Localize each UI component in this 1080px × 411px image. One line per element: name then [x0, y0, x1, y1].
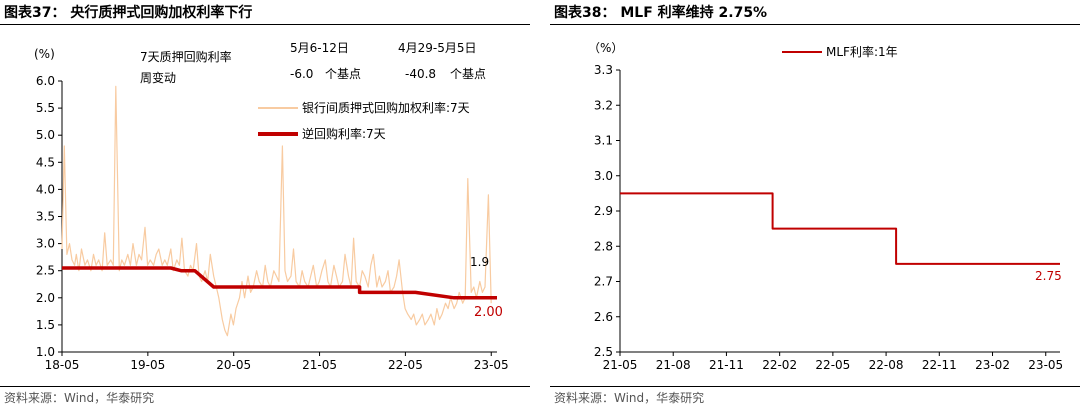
left-series-group	[61, 85, 497, 337]
left-x-tick-label: 21-05	[302, 358, 337, 372]
right-x-tick-label: 23-05	[1028, 358, 1063, 372]
legend-label-reverse-repo: 逆回购利率:7天	[302, 126, 386, 141]
left-y-tick-label: 6.0	[36, 74, 55, 88]
legend-label-mlf: MLF利率:1年	[826, 44, 898, 59]
right-y-tick-label: 3.1	[594, 134, 613, 148]
stats-col1-unit: 个基点	[325, 67, 361, 81]
right-y-tick-label: 3.3	[594, 63, 613, 77]
right-chart-svg: （%） MLF利率:1年 2.5 2.6 2.7 2.8 2.9 3.0 3.1 3.2 3.3…	[588, 41, 1063, 372]
left-y-tick-label: 4.0	[36, 182, 55, 196]
left-y-tick-label: 2.0	[36, 291, 55, 305]
left-unit-label: (%)	[34, 47, 55, 61]
left-x-tick-label: 23-05	[474, 358, 509, 372]
stats-col1-label: 5月6-12日	[290, 41, 349, 55]
right-y-tick-label: 2.5	[594, 345, 613, 359]
left-x-tick-label: 18-05	[45, 358, 80, 372]
left-y-tick-label: 3.5	[36, 210, 55, 224]
series-line-reverse-repo-7d	[62, 266, 497, 300]
left-x-tick-label: 22-05	[388, 358, 423, 372]
left-y-tick-label: 3.0	[36, 237, 55, 251]
right-source-rule	[550, 386, 1080, 387]
right-x-tick-label: 23-02	[975, 358, 1010, 372]
left-y-tick-label: 5.5	[36, 101, 55, 115]
left-x-tick-label: 19-05	[130, 358, 165, 372]
stats-header-line2: 周变动	[140, 70, 176, 85]
series-line-mlf-1y	[620, 192, 1060, 265]
stats-col2-unit: 个基点	[450, 67, 486, 81]
left-y-tick-label: 1.5	[36, 318, 55, 332]
right-chart-title: 图表38： MLF 利率维持 2.75%	[554, 5, 768, 21]
left-chart-svg: (%) 7天质押回购利率 周变动 5月6-12日 4月29-5月5日 -6.0 …	[34, 41, 509, 372]
right-chart-panel: 图表38： MLF 利率维持 2.75% （%） MLF利率:1年 2.5 2.6…	[550, 0, 1080, 411]
left-end-label-reverse-repo: 2.00	[474, 305, 503, 320]
right-unit-label: （%）	[588, 41, 623, 55]
left-x-tick-label: 20-05	[216, 358, 251, 372]
right-x-tick-label: 22-02	[762, 358, 797, 372]
right-x-tick-label: 21-11	[709, 358, 744, 372]
left-source-rule	[0, 386, 530, 387]
stats-header-line1: 7天质押回购利率	[140, 49, 232, 64]
left-legend: 银行间质押式回购加权利率:7天 逆回购利率:7天	[258, 100, 470, 141]
right-y-tick-label: 2.7	[594, 275, 613, 289]
right-axes: 2.5 2.6 2.7 2.8 2.9 3.0 3.1 3.2 3.3 21-05 21-08 21-…	[594, 63, 1063, 372]
right-source: 资料来源：Wind，华泰研究	[554, 391, 705, 405]
legend-label-interbank: 银行间质押式回购加权利率:7天	[302, 100, 470, 115]
left-axes: 1.0 1.5 2.0 2.5 3.0 3.5 4.0 4.5 5.0 5.5 6.0 18-05 19…	[36, 74, 509, 372]
left-chart-panel: 图表37： 央行质押式回购加权利率下行 (%) 7天质押回购利率 周变动 5月6…	[0, 0, 530, 411]
left-y-tick-label: 4.5	[36, 155, 55, 169]
left-title-rule	[0, 24, 530, 25]
right-x-tick-label: 21-05	[603, 358, 638, 372]
right-y-tick-label: 2.9	[594, 204, 613, 218]
stats-col2-label: 4月29-5月5日	[398, 41, 477, 55]
left-end-label-interbank: 1.9	[470, 255, 489, 269]
right-y-tick-label: 2.8	[594, 239, 613, 253]
right-x-tick-label: 21-08	[656, 358, 691, 372]
right-series-group	[620, 192, 1060, 265]
right-x-tick-label: 22-05	[815, 358, 850, 372]
stats-col2-value: -40.8	[405, 67, 436, 81]
series-line-interbank-repo-7d	[61, 85, 492, 337]
stats-col1-value: -6.0	[290, 67, 313, 81]
right-x-tick-label: 22-11	[922, 358, 957, 372]
right-y-tick-label: 2.6	[594, 310, 613, 324]
right-x-tick-label: 22-08	[869, 358, 904, 372]
left-y-tick-label: 2.5	[36, 264, 55, 278]
left-source: 资料来源：Wind，华泰研究	[4, 391, 155, 405]
right-legend: MLF利率:1年	[782, 44, 898, 59]
left-y-tick-label: 5.0	[36, 128, 55, 142]
left-chart-title: 图表37： 央行质押式回购加权利率下行	[4, 5, 253, 21]
left-y-tick-label: 1.0	[36, 345, 55, 359]
right-end-label-mlf: 2.75	[1035, 269, 1062, 283]
right-y-tick-label: 3.2	[594, 98, 613, 112]
right-title-rule	[550, 24, 1080, 25]
right-y-tick-label: 3.0	[594, 169, 613, 183]
